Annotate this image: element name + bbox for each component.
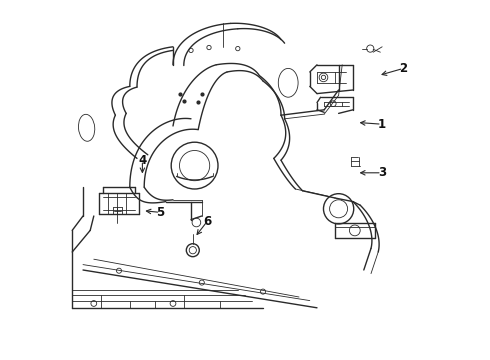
Text: 4: 4 bbox=[138, 154, 147, 167]
Text: 1: 1 bbox=[378, 118, 386, 131]
Text: 2: 2 bbox=[399, 62, 408, 75]
Text: 3: 3 bbox=[378, 166, 386, 179]
Text: 6: 6 bbox=[203, 215, 211, 228]
Text: 5: 5 bbox=[156, 206, 165, 219]
